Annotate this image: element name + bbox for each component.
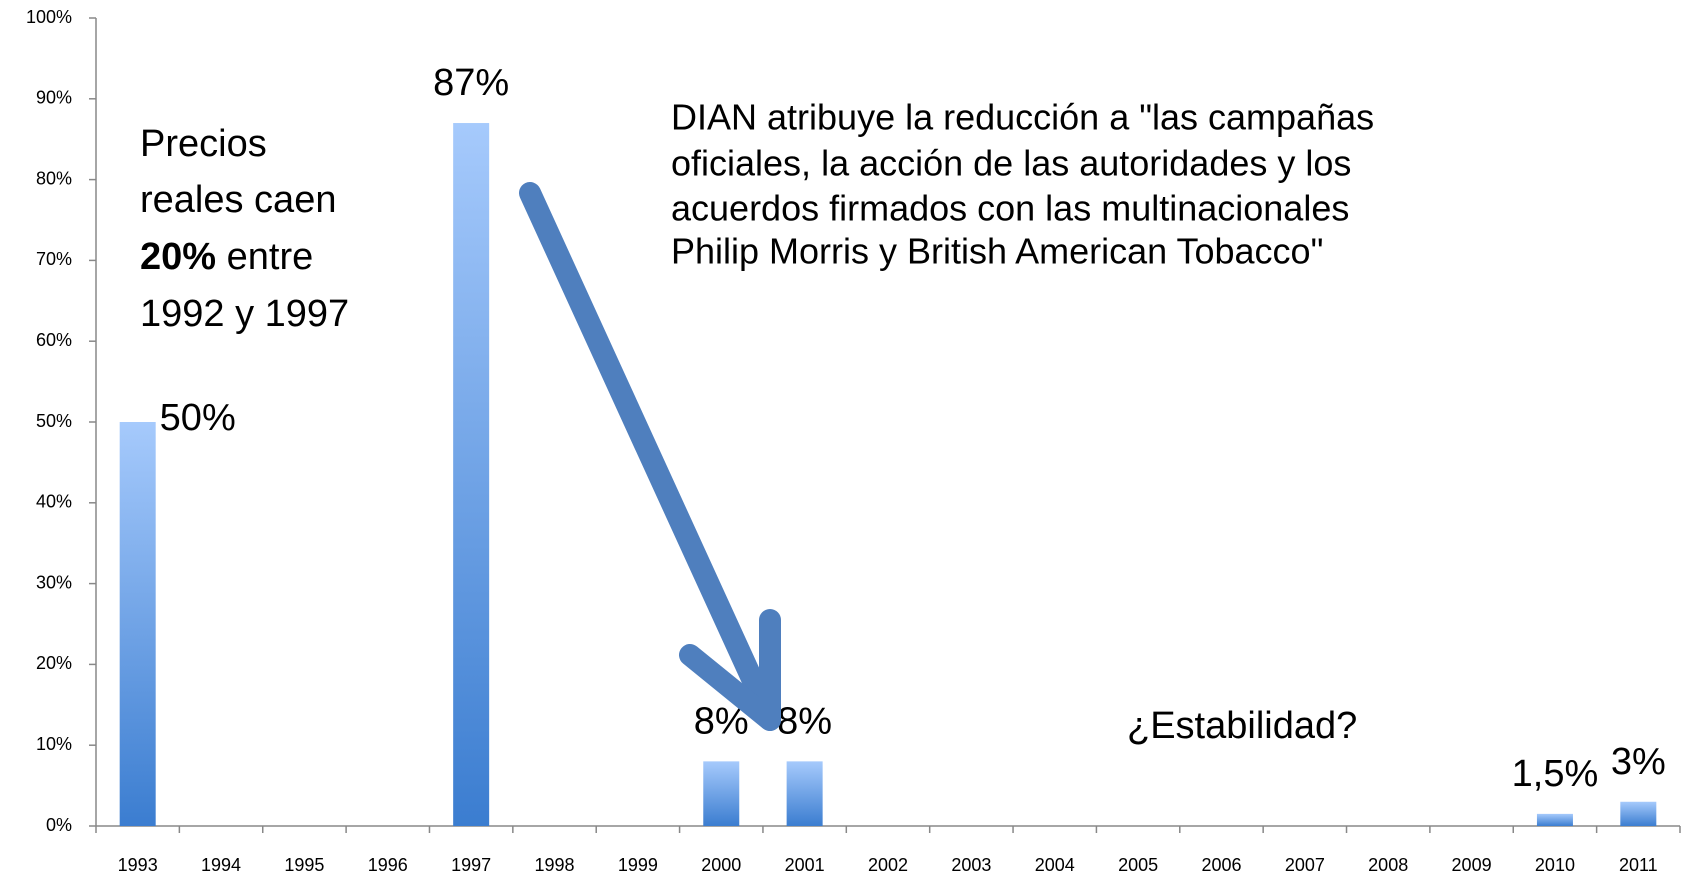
x-tick-label: 2009 bbox=[1452, 855, 1492, 875]
left-note: 20% entre bbox=[140, 236, 313, 278]
left-note: 1992 y 1997 bbox=[140, 293, 349, 335]
left-note-bold: 20% bbox=[140, 236, 216, 278]
y-tick-label: 90% bbox=[36, 88, 72, 108]
value-label: 3% bbox=[1611, 741, 1666, 783]
bar bbox=[1620, 801, 1657, 826]
x-tick-label: 2011 bbox=[1619, 855, 1658, 875]
left-note: reales caen bbox=[140, 179, 336, 221]
right-note: Philip Morris y British American Tobacco… bbox=[671, 231, 1323, 272]
y-tick-label: 70% bbox=[36, 249, 72, 269]
x-tick-label: 2004 bbox=[1035, 855, 1075, 875]
y-tick-label: 10% bbox=[36, 734, 72, 754]
y-tick-label: 20% bbox=[36, 653, 72, 673]
x-tick-label: 2002 bbox=[868, 855, 908, 875]
x-tick-label: 2007 bbox=[1285, 855, 1325, 875]
x-tick-label: 1998 bbox=[535, 855, 575, 875]
bar bbox=[786, 761, 823, 826]
bar bbox=[1536, 813, 1573, 826]
right-note: acuerdos firmados con las multinacionale… bbox=[671, 188, 1349, 229]
y-tick-label: 40% bbox=[36, 492, 72, 512]
y-tick-label: 30% bbox=[36, 572, 72, 592]
x-tick-label: 2008 bbox=[1368, 855, 1408, 875]
x-tick-label: 1993 bbox=[118, 855, 158, 875]
value-label: 87% bbox=[433, 62, 509, 104]
y-tick-label: 60% bbox=[36, 330, 72, 350]
value-label: 8% bbox=[777, 700, 832, 742]
x-tick-label: 2010 bbox=[1535, 855, 1575, 875]
left-note: Precios bbox=[140, 123, 267, 165]
y-tick-label: 100% bbox=[26, 7, 72, 27]
y-tick-label: 50% bbox=[36, 411, 72, 431]
x-tick-label: 1995 bbox=[284, 855, 324, 875]
value-label: 50% bbox=[160, 397, 236, 439]
left-note-rest: entre bbox=[216, 236, 313, 278]
right-note: oficiales, la acción de las autoridades … bbox=[671, 143, 1351, 184]
stability-note: ¿Estabilidad? bbox=[1127, 705, 1357, 747]
y-tick-label: 80% bbox=[36, 168, 72, 188]
x-tick-label: 2000 bbox=[701, 855, 741, 875]
bar bbox=[453, 123, 490, 827]
x-tick-label: 1997 bbox=[451, 855, 491, 875]
x-tick-label: 1996 bbox=[368, 855, 408, 875]
bar bbox=[703, 761, 740, 826]
arrow bbox=[519, 182, 781, 731]
value-label: 1,5% bbox=[1512, 753, 1599, 795]
bar bbox=[119, 422, 156, 826]
y-tick-label: 0% bbox=[46, 815, 72, 835]
x-tick-label: 2001 bbox=[785, 855, 825, 875]
x-tick-label: 2006 bbox=[1201, 855, 1241, 875]
x-tick-label: 2003 bbox=[951, 855, 991, 875]
x-tick-label: 2005 bbox=[1118, 855, 1158, 875]
x-tick-label: 1999 bbox=[618, 855, 658, 875]
x-tick-label: 1994 bbox=[201, 855, 241, 875]
right-note: DIAN atribuye la reducción a "las campañ… bbox=[671, 97, 1374, 138]
